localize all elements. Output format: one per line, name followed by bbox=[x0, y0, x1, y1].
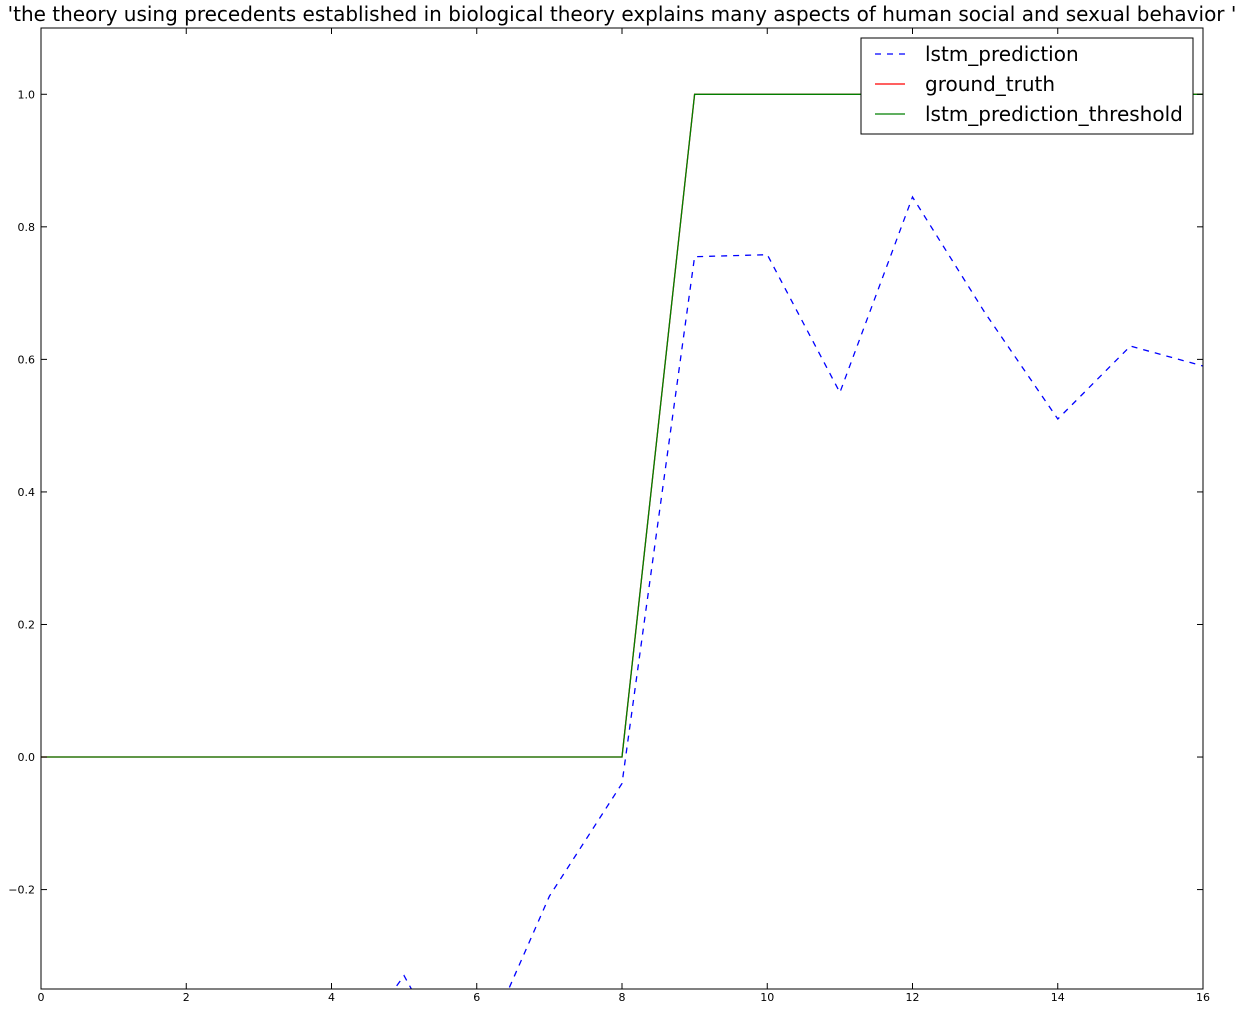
x-tick-label: 0 bbox=[38, 991, 45, 1004]
y-tick-label: 0.0 bbox=[18, 751, 36, 764]
x-tick-label: 16 bbox=[1196, 991, 1210, 1004]
legend-label: ground_truth bbox=[925, 72, 1055, 96]
y-tick-label: 0.4 bbox=[18, 486, 36, 499]
y-tick-label: 0.8 bbox=[18, 221, 36, 234]
x-tick-label: 12 bbox=[906, 991, 920, 1004]
legend-box bbox=[860, 37, 1194, 135]
y-tick-label: 0.6 bbox=[18, 353, 36, 366]
series-line-lstm-prediction bbox=[393, 195, 1203, 989]
y-tick-label: −0.2 bbox=[8, 884, 35, 897]
x-axis: 0 2 4 6 8 10 12 14 16 bbox=[38, 28, 1210, 1004]
y-tick-label: 1.0 bbox=[18, 88, 36, 101]
x-tick-label: 4 bbox=[328, 991, 335, 1004]
chart-title: 'the theory using precedents established… bbox=[8, 2, 1237, 26]
x-tick-label: 8 bbox=[619, 991, 626, 1004]
x-tick-label: 2 bbox=[183, 991, 190, 1004]
series-layer bbox=[41, 93, 1203, 989]
y-axis: −0.2 0.0 0.2 0.4 0.6 0.8 1.0 bbox=[8, 88, 1203, 897]
legend: lstm_prediction ground_truth lstm_predicti… bbox=[860, 37, 1194, 135]
legend-label: lstm_prediction bbox=[925, 42, 1079, 66]
x-tick-label: 10 bbox=[760, 991, 774, 1004]
y-tick-label: 0.2 bbox=[18, 618, 36, 631]
series-line-ground-truth bbox=[41, 93, 1203, 758]
x-tick-label: 14 bbox=[1051, 991, 1065, 1004]
legend-label: lstm_prediction_threshold bbox=[925, 102, 1183, 126]
series-line-lstm-prediction-threshold bbox=[41, 93, 1203, 758]
x-tick-label: 6 bbox=[473, 991, 480, 1004]
plot-frame bbox=[40, 27, 1204, 990]
